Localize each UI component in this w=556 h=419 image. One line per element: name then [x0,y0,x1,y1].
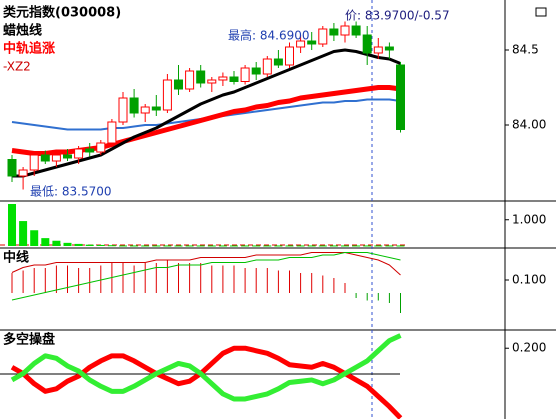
volume-bar [152,245,161,247]
candle-body [185,70,195,90]
volume-bar [263,245,272,247]
volume-bar [8,204,16,246]
candle-body [140,106,150,114]
volume-bar [196,245,205,247]
volume-bar [385,245,394,247]
indicator-line [11,252,401,301]
volume-bar [85,244,94,246]
candle-body [129,97,139,114]
candle-body [251,67,261,75]
y-tick-label: 0.200 [512,341,546,355]
volume-bar [218,245,227,247]
candle-body [340,25,350,36]
panel-title: 多空操盘 [3,332,55,348]
volume-bar [352,245,361,247]
indicator-line [11,252,401,276]
candle-body [296,40,306,48]
indicator-label: -XZ2 [3,60,31,74]
candle-body [74,148,84,159]
candle-body [107,121,117,144]
volume-bar [241,245,250,247]
candle-body [7,159,17,177]
volume-bar [396,245,405,247]
candle-body [40,154,50,162]
candle-body [362,34,372,54]
volume-bar [207,245,216,247]
candle-body [396,64,405,130]
volume-bar [63,242,72,246]
price-label: 价: 83.9700/-0.57 [345,9,450,23]
y-tick-label: 84.00 [512,118,546,132]
candle-body [207,79,217,84]
candle-body [229,76,239,82]
candle-body [85,148,95,153]
candle-body [262,58,272,75]
candle-body [273,58,283,66]
candle-body [174,79,183,90]
candle-body [373,46,383,54]
volume-bar [374,245,383,247]
volume-bar [41,238,50,246]
candle-body [351,25,361,36]
candle-body [162,79,172,111]
volume-bar [363,245,372,247]
candle-body [318,28,328,45]
indicator-label: 蜡烛线 [3,23,42,39]
volume-bar [329,245,338,247]
volume-bar [19,221,28,246]
volume-bar [52,240,61,246]
volume-bar [341,245,349,247]
volume-bar [296,245,305,247]
window-icon[interactable] [535,7,547,17]
candle-body [329,28,339,36]
volume-bar [163,245,172,247]
candle-body [96,142,106,153]
indicator-line [12,48,402,178]
indicator-line [10,333,402,402]
candle-body [118,97,128,123]
indicator-label: 中轨追涨 [3,41,55,57]
y-tick-label: 0.100 [512,273,546,287]
candle-body [218,76,228,81]
volume-bar [107,245,116,247]
panel-title: 中线 [3,250,29,266]
volume-bar [185,245,194,247]
volume-bar [285,245,294,247]
candle-body [196,70,206,84]
candle-body [151,106,161,111]
y-tick-label: 1.000 [512,212,546,226]
volume-bar [96,244,105,246]
candle-body [18,169,28,177]
volume-bar [174,245,183,247]
volume-bar [318,245,327,247]
candle-body [240,67,250,82]
chart-title: 类元指数(030008) [3,5,121,21]
candle-body [384,46,394,51]
volume-bar [252,245,261,247]
candle-body [29,154,39,171]
candle-body [51,154,61,162]
high-label: 最高: 84.6900 [228,28,309,43]
indicator-line [10,345,403,419]
volume-bar [230,245,238,247]
candle-body [63,154,72,159]
volume-bar [119,245,127,247]
candle-body [307,40,317,45]
volume-bar [130,245,139,247]
volume-bar [74,243,83,246]
volume-bar [307,245,316,247]
y-tick-label: 84.5 [512,43,539,57]
candle-body [285,46,294,66]
low-label: 最低: 83.5700 [30,185,111,199]
volume-bar [30,230,39,246]
volume-bar [141,245,150,247]
volume-bar [274,245,283,247]
